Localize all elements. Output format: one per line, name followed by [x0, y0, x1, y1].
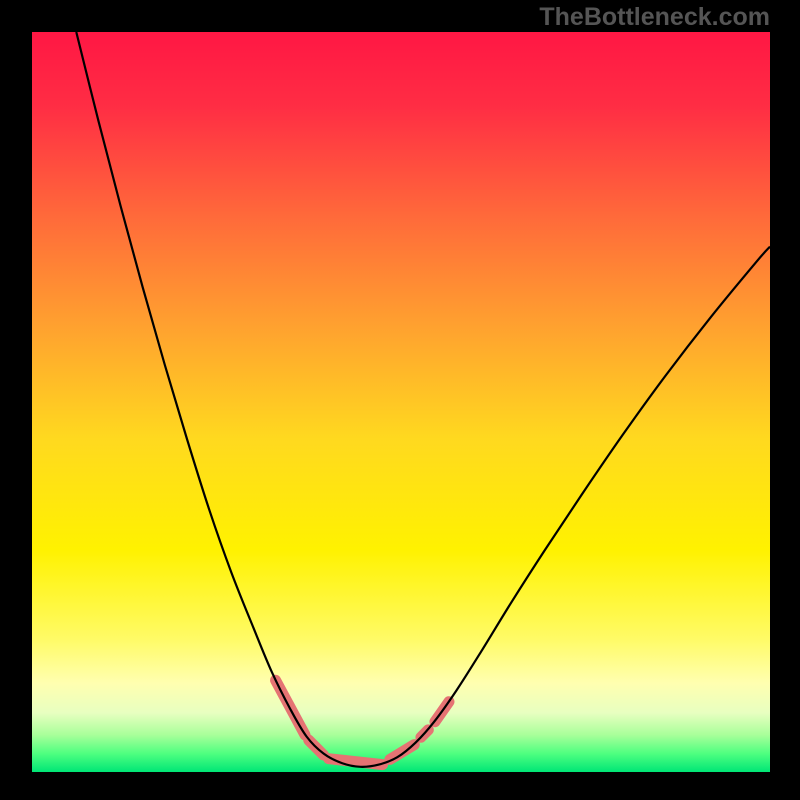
chart-container: TheBottleneck.com [0, 0, 800, 800]
chart-svg [32, 32, 770, 772]
watermark-text: TheBottleneck.com [539, 3, 770, 32]
plot-area [32, 32, 770, 772]
